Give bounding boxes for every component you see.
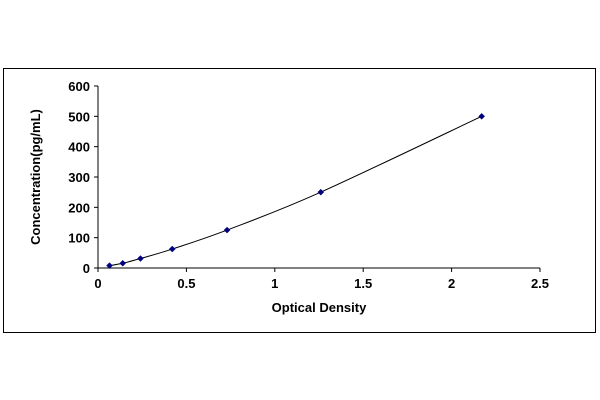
chart-area: 0 0.5 1 1.5 2 2.5 0 100 200 300 400 500 600 Optical… bbox=[3, 68, 596, 333]
data-point-marker bbox=[223, 226, 231, 234]
data-points bbox=[106, 112, 486, 269]
y-tick-label: 100 bbox=[68, 231, 90, 246]
x-ticks: 0 0.5 1 1.5 2 2.5 bbox=[94, 268, 549, 291]
data-point-marker bbox=[119, 259, 127, 267]
y-tick-label: 400 bbox=[68, 140, 90, 155]
data-point-marker bbox=[317, 188, 325, 196]
x-tick-label: 1 bbox=[271, 276, 278, 291]
x-axis-title: Optical Density bbox=[272, 300, 367, 315]
x-tick-label: 0.5 bbox=[177, 276, 195, 291]
y-tick-label: 0 bbox=[83, 261, 90, 276]
data-point-marker bbox=[106, 262, 113, 269]
y-axis-title: Concentration(pg/mL) bbox=[28, 109, 43, 245]
data-point-marker bbox=[137, 255, 144, 262]
data-point-marker bbox=[168, 245, 176, 253]
y-tick-label: 200 bbox=[68, 200, 90, 215]
trend-line bbox=[109, 115, 482, 267]
x-tick-label: 1.5 bbox=[354, 276, 372, 291]
y-tick-label: 600 bbox=[68, 79, 90, 94]
y-tick-label: 500 bbox=[68, 109, 90, 124]
x-tick-label: 2 bbox=[448, 276, 455, 291]
y-ticks: 0 100 200 300 400 500 600 bbox=[68, 79, 98, 276]
x-tick-label: 0 bbox=[94, 276, 101, 291]
data-point-marker bbox=[478, 112, 486, 120]
axes: 0 0.5 1 1.5 2 2.5 0 100 200 300 400 500 600 bbox=[68, 79, 549, 291]
standard-curve-chart: 0 0.5 1 1.5 2 2.5 0 100 200 300 400 500 600 Optical… bbox=[28, 79, 549, 315]
x-tick-label: 2.5 bbox=[531, 276, 549, 291]
y-tick-label: 300 bbox=[68, 170, 90, 185]
